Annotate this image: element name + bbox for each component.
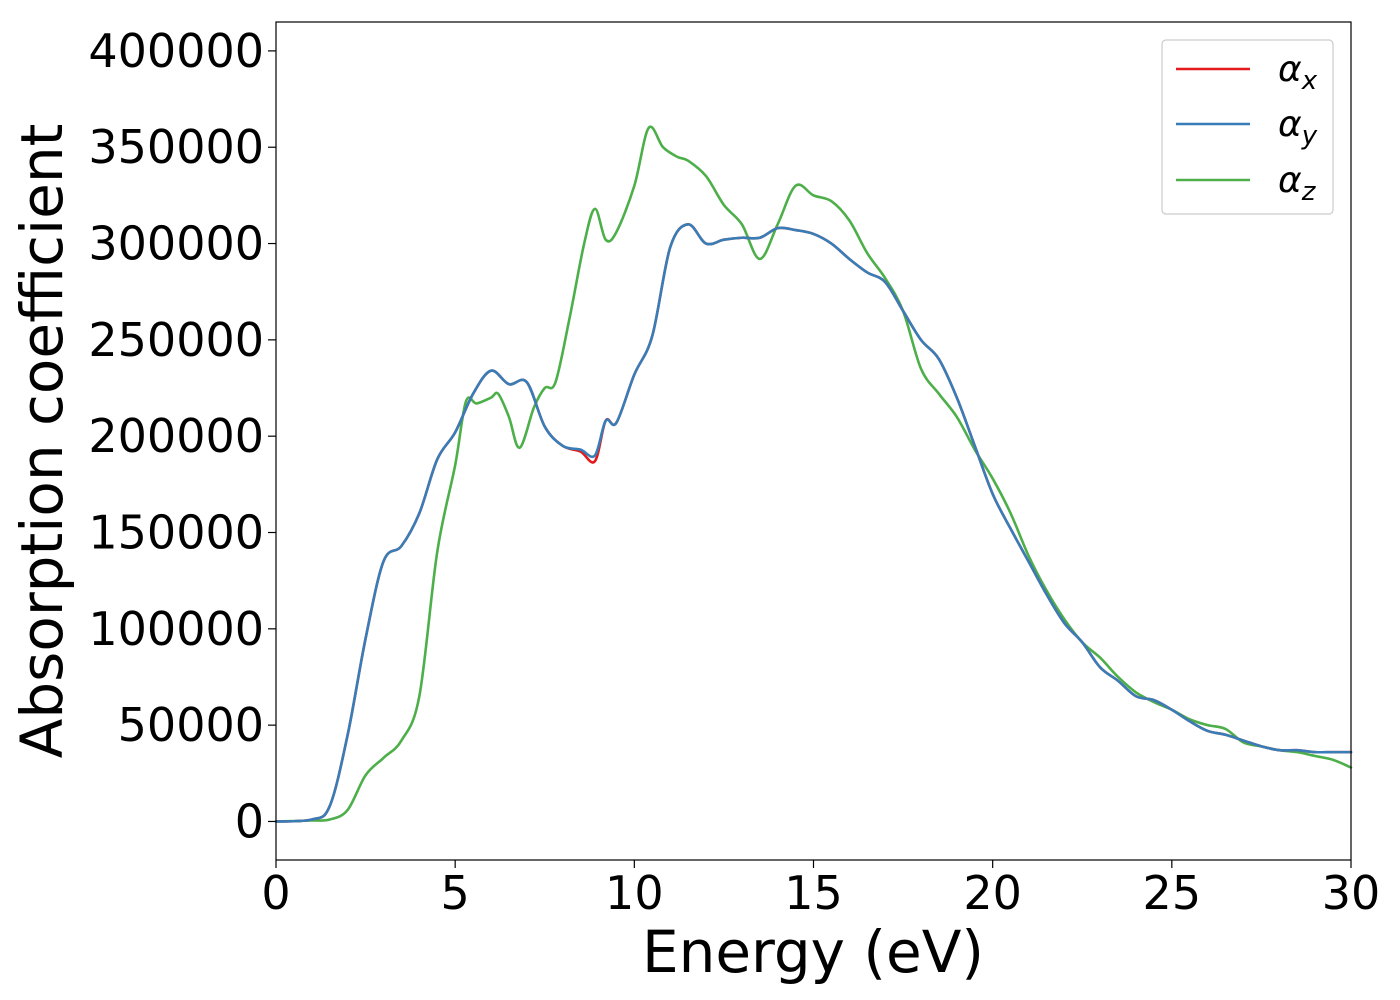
legend-label-alpha-z: αz — [1278, 160, 1317, 207]
x-tick-label: 30 — [1322, 866, 1381, 920]
y-tick-label: 300000 — [88, 217, 264, 271]
legend-frame — [1161, 39, 1334, 215]
x-axis-ticks: 0 5 10 15 20 25 30 — [261, 860, 1380, 920]
legend: αx αy αz — [1161, 39, 1334, 215]
legend-label-alpha-y: αy — [1278, 104, 1318, 151]
legend-label-alpha-x: αx — [1278, 49, 1318, 96]
y-tick-label: 250000 — [88, 313, 264, 367]
series-line-alpha-y — [274, 222, 1353, 823]
y-tick-label: 150000 — [88, 506, 264, 560]
x-tick-label: 0 — [261, 866, 290, 920]
y-tick-label: 100000 — [88, 602, 264, 656]
y-tick-label: 200000 — [88, 409, 264, 463]
y-tick-label: 50000 — [118, 698, 264, 752]
x-tick-label: 25 — [1143, 866, 1202, 920]
series-line-alpha-z — [274, 125, 1353, 823]
y-tick-label: 0 — [235, 794, 264, 848]
y-tick-label: 400000 — [88, 24, 264, 78]
x-tick-label: 15 — [784, 866, 843, 920]
plot-lines — [274, 125, 1353, 823]
x-tick-label: 20 — [963, 866, 1022, 920]
x-tick-label: 5 — [441, 866, 470, 920]
y-tick-label: 350000 — [88, 120, 264, 174]
y-axis-label: Absorption coefficient — [8, 124, 76, 759]
x-tick-label: 10 — [605, 866, 664, 920]
y-axis-ticks: 0 50000 100000 150000 200000 250000 300000 3500… — [88, 24, 276, 848]
x-axis-label: Energy (eV) — [642, 918, 984, 986]
